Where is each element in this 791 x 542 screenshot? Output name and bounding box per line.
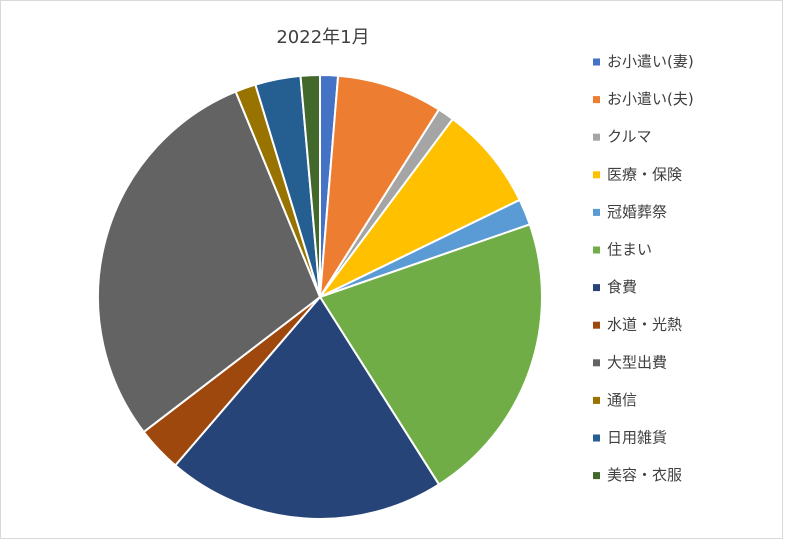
legend-swatch xyxy=(593,284,600,292)
pie-slice xyxy=(97,90,322,434)
legend-label: 大型出費 xyxy=(607,353,667,371)
legend-label: 水道・光熱 xyxy=(607,316,682,334)
legend-swatch xyxy=(593,171,600,179)
legend-swatch xyxy=(593,246,600,254)
legend-swatch xyxy=(593,359,600,367)
pie-slice xyxy=(299,73,321,298)
legend-label: お小遣い(妻) xyxy=(607,53,694,71)
legend-swatch xyxy=(593,133,600,141)
legend-label: 通信 xyxy=(607,391,637,409)
legend-swatch xyxy=(593,208,600,216)
pie-slice xyxy=(319,74,441,298)
legend-swatch xyxy=(593,58,600,66)
pie-slice xyxy=(318,223,543,486)
legend-swatch xyxy=(593,434,600,442)
pie-slice xyxy=(319,117,522,298)
legend-swatch xyxy=(593,321,600,329)
legend-label: クルマ xyxy=(607,128,652,146)
legend-label: 医療・保険 xyxy=(607,165,682,183)
legend-label: 美容・衣服 xyxy=(607,466,682,484)
legend-label: 冠婚葬祭 xyxy=(607,203,667,221)
legend-label: お小遣い(夫) xyxy=(607,90,694,108)
legend-swatch xyxy=(593,472,600,480)
chart-title: 2022年1月 xyxy=(276,27,369,48)
legend-label: 日用雑貨 xyxy=(607,429,667,447)
pie-slice xyxy=(173,295,441,520)
legend-swatch xyxy=(593,396,600,404)
legend-label: 住まい xyxy=(607,241,652,259)
legend-swatch xyxy=(593,96,600,104)
legend-label: 食費 xyxy=(607,278,637,296)
